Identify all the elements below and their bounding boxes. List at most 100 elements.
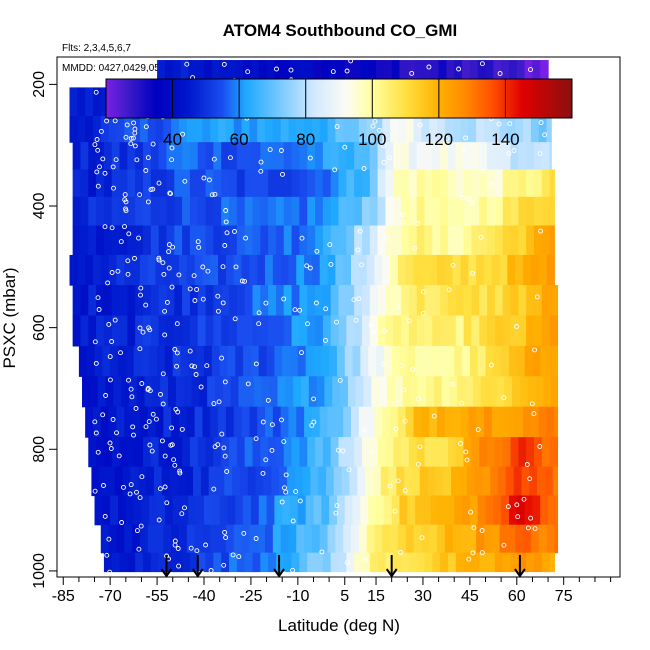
heatmap-cell <box>543 376 552 408</box>
heatmap-cell <box>471 552 480 573</box>
sample-point <box>368 322 374 328</box>
heatmap-cell <box>372 466 382 497</box>
heatmap-cell <box>518 169 527 198</box>
heatmap-cell <box>260 142 269 171</box>
heatmap-cell <box>280 524 290 554</box>
heatmap-cell <box>338 437 347 468</box>
sample-point <box>145 386 151 391</box>
heatmap-cell <box>210 115 219 143</box>
heatmap-cell <box>494 315 504 347</box>
sample-point <box>102 513 108 519</box>
heatmap-cell <box>521 466 530 497</box>
sample-point <box>538 120 544 126</box>
sample-point <box>206 177 212 183</box>
heatmap-cell <box>507 115 516 143</box>
heatmap-cell <box>377 315 387 347</box>
sample-point <box>107 569 113 575</box>
heatmap-cell <box>447 142 457 171</box>
heatmap-cell <box>535 376 544 408</box>
heatmap-cell <box>166 315 175 347</box>
heatmap-cell <box>555 345 559 377</box>
sample-point <box>230 552 236 558</box>
x-tick-label: -55 <box>146 588 169 605</box>
heatmap-cell <box>424 437 433 468</box>
heatmap-cell <box>189 169 199 198</box>
sample-point <box>150 411 156 417</box>
heatmap-cell <box>385 315 394 347</box>
heatmap-cell <box>107 466 116 497</box>
heatmap-cell <box>352 495 361 526</box>
heatmap-cell <box>366 254 376 286</box>
heatmap-cell <box>360 345 369 377</box>
sample-point <box>103 393 109 398</box>
heatmap-cell <box>322 552 332 573</box>
sample-point <box>245 381 251 387</box>
sample-point <box>243 235 249 241</box>
sample-point <box>387 483 393 489</box>
heatmap-cell <box>241 115 250 143</box>
heatmap-cell <box>147 406 157 438</box>
dates-label: MMDD: 0427,0429,0501,0503,0506,0509 <box>62 63 246 74</box>
heatmap-cell <box>491 524 501 554</box>
sample-point <box>174 363 180 369</box>
heatmap-cell <box>524 345 534 377</box>
heatmap-cell <box>380 466 390 497</box>
heatmap-cell <box>516 60 526 89</box>
heatmap-cell <box>211 345 221 377</box>
sample-point <box>464 457 470 463</box>
sample-point <box>496 121 502 127</box>
heatmap-cell <box>447 552 457 573</box>
heatmap-cell <box>354 225 363 256</box>
sample-point <box>160 401 166 407</box>
heatmap-cell <box>390 115 399 143</box>
sample-point <box>469 200 475 206</box>
sample-point <box>479 528 485 533</box>
sample-point <box>466 196 472 202</box>
heatmap-cell <box>440 285 449 317</box>
heatmap-cell <box>338 169 347 198</box>
heatmap-cell <box>377 142 387 171</box>
heatmap-cell <box>103 315 113 347</box>
sample-point <box>174 350 180 356</box>
heatmap-cell <box>487 225 496 256</box>
sample-point <box>143 424 149 430</box>
heatmap-cell <box>379 376 388 408</box>
heatmap-cell <box>197 552 207 573</box>
heatmap-cell <box>499 406 508 438</box>
y-tick-label: 600 <box>31 314 48 341</box>
heatmap-cell <box>213 285 222 317</box>
heatmap-cell <box>89 376 99 408</box>
sample-point <box>204 363 210 369</box>
heatmap-cell <box>272 254 282 286</box>
sample-point <box>542 132 548 138</box>
sample-point <box>532 347 538 353</box>
heatmap-cell <box>247 466 257 497</box>
sample-point <box>132 130 138 136</box>
heatmap-cell <box>501 345 510 377</box>
heatmap-cell <box>502 285 512 317</box>
heatmap-cell <box>494 196 504 227</box>
sample-point <box>356 296 362 302</box>
heatmap-cell <box>366 406 376 438</box>
heatmap-cell <box>541 169 551 198</box>
heatmap-cell <box>327 254 336 286</box>
heatmap-cell <box>72 225 82 256</box>
sample-point <box>191 273 197 279</box>
heatmap-cell <box>150 142 160 171</box>
x-axis-label: Latitude (deg N) <box>278 616 400 635</box>
heatmap-cell <box>235 345 244 377</box>
sample-point <box>102 224 108 230</box>
heatmap-cell <box>463 315 473 347</box>
heatmap-cell <box>166 169 175 198</box>
heatmap-cell <box>297 60 307 89</box>
heatmap-cell <box>141 495 150 526</box>
heatmap-cell <box>410 376 419 408</box>
heatmap-cell <box>454 345 463 377</box>
heatmap-cell <box>346 315 355 347</box>
heatmap-cell <box>124 524 133 554</box>
heatmap-cell <box>252 437 261 468</box>
heatmap-cell <box>236 196 246 227</box>
heatmap-cell <box>346 285 355 317</box>
heatmap-cell <box>329 345 338 377</box>
heatmap-cell <box>416 225 426 256</box>
